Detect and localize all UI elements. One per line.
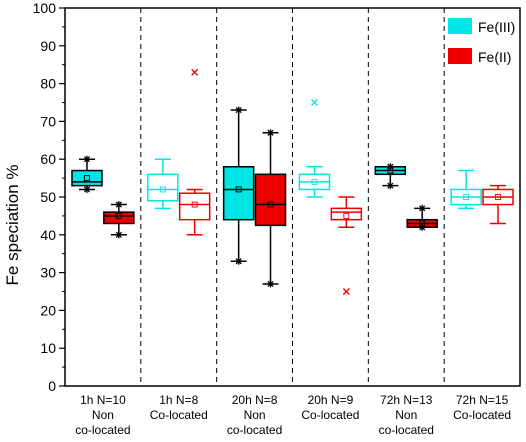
iqr-box: [330, 207, 363, 221]
whisker-end-marker: [115, 231, 123, 239]
whisker-end-marker: [235, 106, 243, 114]
box-fe-ii: [482, 184, 514, 225]
iqr-box: [254, 173, 287, 227]
box-fe-iii: [450, 169, 482, 210]
whisker-end-marker: [386, 163, 394, 171]
legend: Fe(III) Fe(II): [448, 18, 515, 65]
y-tick-label: 20: [40, 302, 56, 318]
box-fe-ii: [178, 68, 211, 236]
group-dividers: [140, 8, 445, 386]
whisker-end-marker: [267, 129, 275, 137]
outlier-point: [311, 99, 318, 106]
legend-label-fe-ii: Fe(II): [478, 49, 511, 65]
mean-marker: [463, 194, 470, 200]
box-series: [71, 68, 514, 295]
category-label-line: 72h N=15: [456, 393, 509, 407]
box-fe-ii: [103, 201, 135, 239]
y-tick-label: 80: [40, 76, 56, 92]
y-axis-label: Fe speciation %: [3, 165, 22, 286]
box-fe-iii: [71, 155, 103, 193]
category-label-line: co-located: [75, 423, 130, 437]
box-fe-iii: [147, 158, 179, 210]
category-label-line: co-located: [379, 423, 434, 437]
plot-frame: [64, 7, 521, 387]
mean-marker: [115, 212, 122, 219]
mean-marker: [235, 186, 242, 193]
mean-marker: [267, 201, 274, 208]
category-label-line: Non: [92, 408, 114, 422]
y-tick-label: 60: [40, 151, 56, 167]
category-label-line: co-located: [227, 423, 282, 437]
mean-marker: [191, 201, 198, 208]
whisker-end-marker: [83, 155, 91, 163]
category-label-line: 20h N=9: [308, 393, 354, 407]
iqr-box: [71, 169, 103, 187]
category-label-line: 1h N=8: [159, 393, 198, 407]
outlier-point: [191, 68, 199, 76]
whisker-end-marker: [115, 201, 123, 209]
y-axis: 0 10 20 30 40 50 60 70 80 90 100: [33, 0, 65, 394]
mean-marker: [343, 212, 350, 219]
outlier-point: [342, 288, 350, 295]
iqr-box: [222, 166, 255, 221]
y-tick-label: 30: [40, 265, 56, 281]
category-label-line: 20h N=8: [232, 393, 278, 407]
y-tick-label: 50: [40, 189, 56, 205]
mean-marker: [311, 178, 318, 185]
mean-marker: [495, 194, 501, 200]
category-label-line: 72h N=13: [380, 393, 433, 407]
legend-swatch-fe-iii: [448, 18, 472, 34]
whisker-end-marker: [267, 280, 275, 288]
category-label-line: Non: [395, 408, 417, 422]
y-tick-label: 40: [40, 227, 56, 243]
y-tick-label: 0: [48, 378, 56, 394]
box-fe-iii: [222, 106, 255, 265]
mean-marker: [159, 186, 166, 193]
box-fe-iii: [298, 99, 331, 198]
category-label-line: Co-located: [301, 408, 359, 422]
box-fe-ii: [406, 204, 438, 231]
legend-label-fe-iii: Fe(III): [478, 19, 515, 35]
y-tick-label: 70: [40, 113, 56, 129]
whisker-end-marker: [418, 223, 426, 231]
iqr-box: [103, 211, 135, 225]
whisker-end-marker: [386, 182, 394, 190]
box-fe-iii: [374, 163, 407, 190]
iqr-box: [147, 173, 179, 202]
iqr-box: [178, 192, 211, 221]
whisker-end-marker: [83, 185, 91, 193]
box-fe-ii: [254, 129, 287, 288]
category-label-line: Co-located: [150, 408, 208, 422]
y-tick-label: 90: [40, 38, 56, 54]
category-label-line: Non: [244, 408, 266, 422]
whisker-end-marker: [418, 204, 426, 212]
y-tick-label: 100: [33, 0, 57, 16]
y-tick-label: 10: [40, 340, 56, 356]
category-label-line: 1h N=10: [80, 393, 126, 407]
legend-swatch-fe-ii: [448, 48, 472, 64]
mean-marker: [84, 175, 90, 182]
whisker-end-marker: [235, 257, 243, 265]
category-label-line: Co-located: [453, 408, 511, 422]
box-fe-ii: [330, 196, 363, 295]
